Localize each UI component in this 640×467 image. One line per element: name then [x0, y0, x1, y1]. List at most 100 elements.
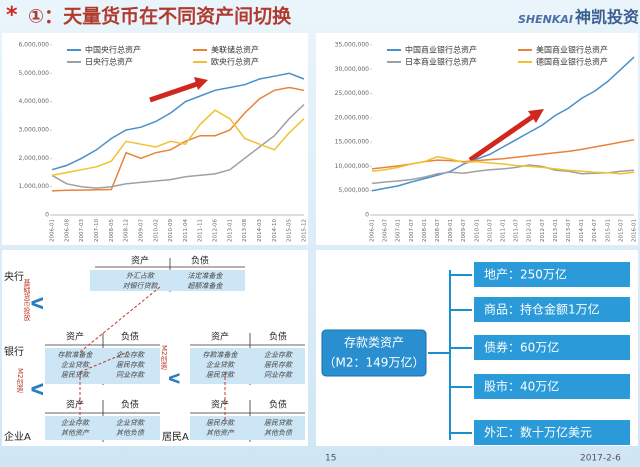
x-tick-label: 2010-09 — [168, 219, 174, 242]
logo-cn: 神凯投资 — [575, 8, 639, 27]
x-tick-label: 2008-07 — [435, 219, 441, 242]
x-tick-label: 2013-01 — [227, 219, 233, 242]
series-line — [371, 164, 635, 185]
node-label: 银行 — [4, 345, 24, 358]
x-tick-label: 2015-07 — [618, 219, 624, 242]
item: 居民存款 — [116, 361, 145, 369]
y-tick-label: 25,000,000 — [335, 90, 370, 97]
legend-label: 中国央行总资产 — [85, 45, 141, 55]
column-header: 资产 — [211, 331, 229, 343]
item: 对银行贷款 — [123, 282, 159, 290]
x-tick-label: 2015-12 — [302, 219, 308, 242]
logo-en: SHENKAI — [518, 13, 573, 26]
trend-arrow — [468, 109, 544, 163]
item: 同业存款 — [116, 371, 145, 379]
item: 居民贷款 — [264, 419, 293, 427]
x-tick-label: 2013-01 — [553, 219, 559, 242]
y-tick-label: 5,000,000 — [18, 70, 49, 77]
chart-panel — [2, 33, 308, 245]
flow-label: 基础货币投放 — [23, 278, 31, 322]
y-tick-label: 2,000,000 — [18, 155, 49, 162]
y-tick-label: 20,000,000 — [335, 114, 370, 121]
item: 超额准备金 — [188, 282, 224, 290]
legend-label: 美联储总资产 — [211, 45, 259, 55]
column-header: 资产 — [66, 331, 84, 343]
flow-label: M2创造 — [160, 345, 168, 371]
x-tick-label: 2013-07 — [566, 219, 572, 242]
legend-label: 日央行总资产 — [85, 57, 133, 67]
y-tick-label: 0 — [365, 212, 369, 219]
y-tick-label: 0 — [45, 212, 49, 219]
assets-layout — [321, 262, 630, 445]
x-tick-label: 2009-07 — [461, 219, 467, 242]
asset-item: 外汇：数十万亿美元 — [484, 425, 592, 440]
x-tick-label: 2015-01 — [605, 219, 611, 242]
item: 外汇占款 — [126, 272, 155, 280]
y-tick-label: 3,000,000 — [18, 127, 49, 134]
x-tick-label: 2007-03 — [79, 219, 85, 242]
x-tick-label: 2014-07 — [592, 219, 598, 242]
x-tick-label: 2012-01 — [527, 219, 533, 242]
asset-item: 股市：40万亿 — [484, 379, 559, 394]
slide-title: ①：天量货币在不同资产间切换 — [28, 5, 292, 28]
node-label: 企业A — [4, 430, 31, 443]
x-tick-label: 2011-04 — [183, 219, 189, 242]
x-tick-label: 2010-02 — [153, 219, 159, 242]
item: 其他资产 — [61, 429, 90, 437]
asset-item: 债券：60万亿 — [484, 340, 559, 355]
x-tick-label: 2008-01 — [422, 219, 428, 242]
x-tick-label: 2012-07 — [540, 219, 546, 242]
x-tick-label: 2010-01 — [474, 219, 480, 242]
node-label: 居民A — [162, 431, 189, 443]
x-tick-label: 2015-05 — [287, 219, 293, 242]
item: 其他资产 — [206, 429, 235, 437]
x-tick-label: 2006-01 — [370, 219, 376, 242]
item: 居民存款 — [206, 419, 235, 427]
item: 其他负债 — [116, 429, 145, 437]
y-tick-label: 10,000,000 — [335, 163, 370, 170]
column-header: 负债 — [269, 399, 287, 411]
flow-label: M2创造 — [16, 368, 24, 394]
x-tick-label: 2014-10 — [272, 219, 278, 242]
x-tick-label: 2006-08 — [64, 219, 70, 242]
series-line — [51, 72, 305, 171]
svg-text:V: V — [165, 373, 181, 384]
source-subtitle: （M2：149万亿） — [324, 355, 425, 370]
x-tick-label: 2013-08 — [242, 219, 248, 242]
x-tick-label: 2011-11 — [198, 219, 204, 242]
item: 居民贷款 — [206, 371, 235, 379]
x-tick-label: 2009-01 — [448, 219, 454, 242]
item: 企业存款 — [116, 351, 145, 359]
x-tick-label: 2016-01 — [632, 219, 638, 242]
item: 同业存款 — [264, 371, 293, 379]
x-tick-label: 2014-01 — [579, 219, 585, 242]
x-tick-label: 2007-10 — [94, 219, 100, 242]
column-header: 资产 — [131, 255, 149, 267]
y-tick-label: 15,000,000 — [335, 139, 370, 146]
series-line — [371, 155, 635, 175]
trend-arrow — [149, 77, 208, 103]
x-tick-label: 2008-05 — [109, 219, 115, 242]
x-tick-label: 2012-06 — [213, 219, 219, 242]
source-title: 存款类资产 — [344, 336, 404, 350]
title-marker: * — [6, 3, 18, 28]
svg-text:V: V — [28, 383, 47, 396]
column-header: 负债 — [121, 399, 139, 411]
legend-label: 美国商业银行总资产 — [536, 45, 608, 55]
column-header: 负债 — [121, 331, 139, 343]
svg-text:V: V — [28, 297, 47, 310]
item: 居民贷款 — [61, 371, 90, 379]
item: 存款准备金 — [58, 351, 94, 359]
column-header: 资产 — [211, 399, 229, 411]
item: 存款准备金 — [203, 351, 239, 359]
node-label: 央行 — [4, 270, 24, 283]
diagram: V V V — [28, 258, 305, 442]
legend-label: 德国商业银行总资产 — [536, 57, 608, 67]
x-tick-label: 2014-03 — [257, 219, 263, 242]
y-tick-label: 6,000,000 — [18, 42, 49, 49]
y-tick-label: 35,000,000 — [335, 42, 370, 49]
y-tick-label: 30,000,000 — [335, 66, 370, 73]
item: 其他负债 — [264, 429, 293, 437]
